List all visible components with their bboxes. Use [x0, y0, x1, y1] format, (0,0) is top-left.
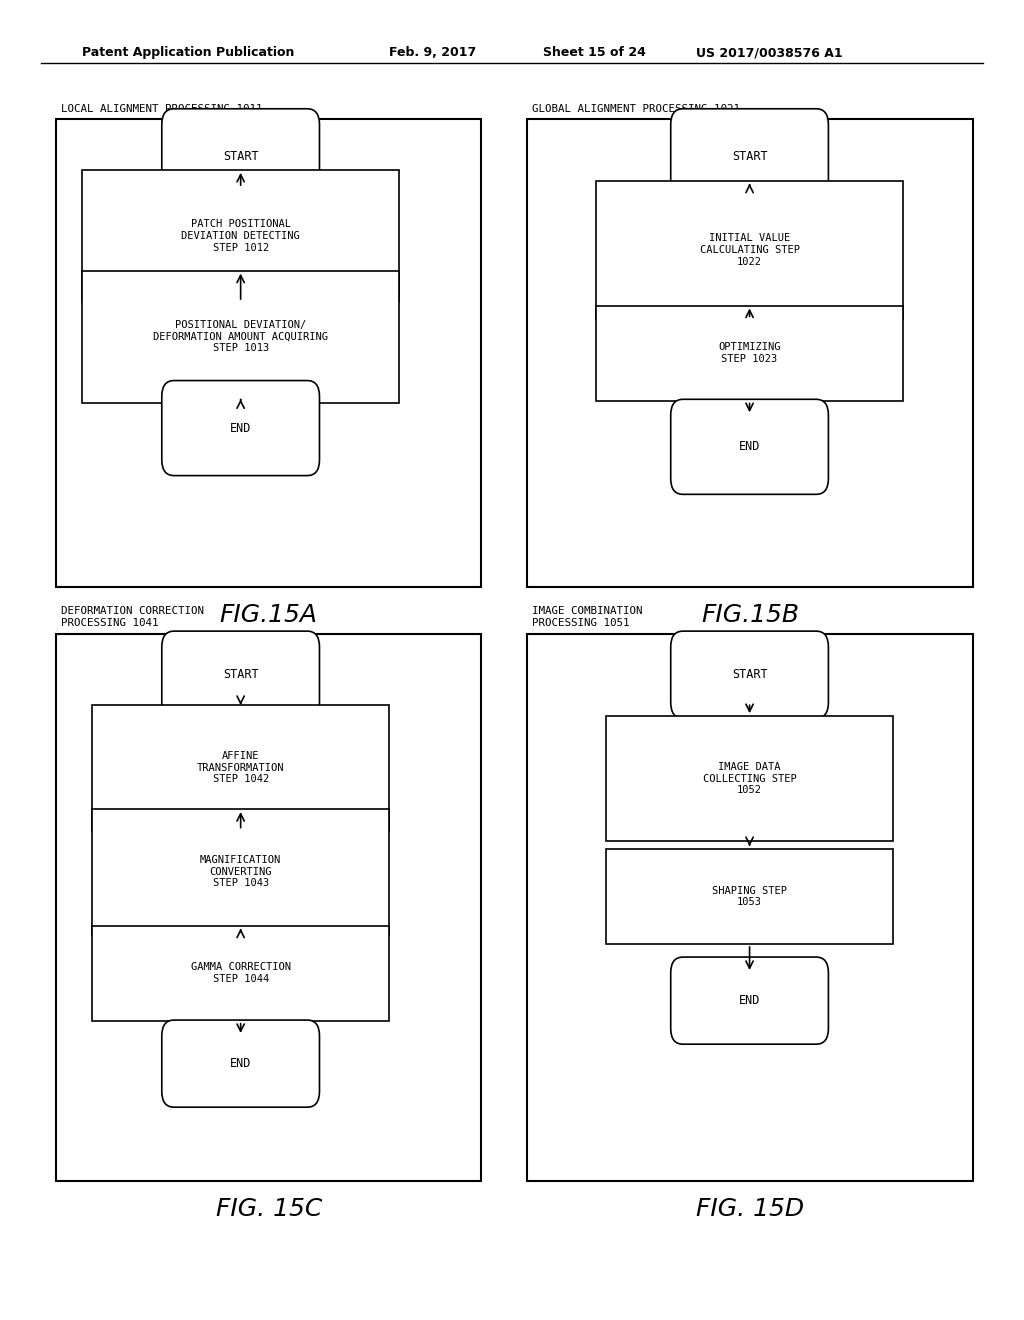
Text: FIG. 15C: FIG. 15C [216, 1197, 322, 1221]
Bar [527, 634, 973, 1181]
Bar [527, 119, 973, 587]
Text: START: START [732, 149, 767, 162]
Bar [56, 634, 481, 1181]
Bar [606, 715, 893, 841]
Text: POSITIONAL DEVIATION/
DEFORMATION AMOUNT ACQUIRING
STEP 1013: POSITIONAL DEVIATION/ DEFORMATION AMOUNT… [154, 319, 328, 354]
FancyBboxPatch shape [162, 631, 319, 718]
Text: Sheet 15 of 24: Sheet 15 of 24 [543, 46, 645, 59]
Text: OPTIMIZING
STEP 1023: OPTIMIZING STEP 1023 [718, 342, 781, 364]
Text: MAGNIFICATION
CONVERTING
STEP 1043: MAGNIFICATION CONVERTING STEP 1043 [200, 855, 282, 888]
Text: IMAGE DATA
COLLECTING STEP
1052: IMAGE DATA COLLECTING STEP 1052 [702, 762, 797, 796]
Text: DEFORMATION CORRECTION
PROCESSING 1041: DEFORMATION CORRECTION PROCESSING 1041 [61, 606, 205, 628]
Text: END: END [739, 441, 760, 453]
Text: START: START [223, 668, 258, 681]
Text: PATCH POSITIONAL
DEVIATION DETECTING
STEP 1012: PATCH POSITIONAL DEVIATION DETECTING STE… [181, 219, 300, 252]
Text: END: END [739, 994, 760, 1007]
Bar [82, 170, 399, 302]
Text: FIG. 15D: FIG. 15D [696, 1197, 804, 1221]
FancyBboxPatch shape [671, 399, 828, 494]
Text: INITIAL VALUE
CALCULATING STEP
1022: INITIAL VALUE CALCULATING STEP 1022 [699, 234, 800, 267]
Text: Feb. 9, 2017: Feb. 9, 2017 [389, 46, 476, 59]
FancyBboxPatch shape [671, 108, 828, 203]
Text: GAMMA CORRECTION
STEP 1044: GAMMA CORRECTION STEP 1044 [190, 962, 291, 983]
FancyBboxPatch shape [671, 957, 828, 1044]
Text: END: END [230, 1057, 251, 1071]
Bar [82, 271, 399, 403]
Text: AFFINE
TRANSFORMATION
STEP 1042: AFFINE TRANSFORMATION STEP 1042 [197, 751, 285, 784]
Bar [92, 925, 389, 1020]
FancyBboxPatch shape [162, 1020, 319, 1107]
Text: Patent Application Publication: Patent Application Publication [82, 46, 294, 59]
Text: FIG.15A: FIG.15A [220, 603, 317, 627]
Text: LOCAL ALIGNMENT PROCESSING 1011: LOCAL ALIGNMENT PROCESSING 1011 [61, 103, 263, 114]
FancyBboxPatch shape [162, 380, 319, 475]
Bar [92, 705, 389, 830]
Text: END: END [230, 421, 251, 434]
Text: FIG.15B: FIG.15B [701, 603, 799, 627]
Text: START: START [732, 668, 767, 681]
Text: START: START [223, 149, 258, 162]
Bar [56, 119, 481, 587]
Text: US 2017/0038576 A1: US 2017/0038576 A1 [696, 46, 843, 59]
Text: IMAGE COMBINATION
PROCESSING 1051: IMAGE COMBINATION PROCESSING 1051 [532, 606, 643, 628]
Bar [596, 306, 903, 401]
Bar [596, 181, 903, 319]
FancyBboxPatch shape [162, 108, 319, 203]
FancyBboxPatch shape [671, 631, 828, 718]
Bar [92, 809, 389, 935]
Bar [606, 849, 893, 944]
Text: GLOBAL ALIGNMENT PROCESSING 1021: GLOBAL ALIGNMENT PROCESSING 1021 [532, 103, 740, 114]
Text: SHAPING STEP
1053: SHAPING STEP 1053 [712, 886, 787, 907]
